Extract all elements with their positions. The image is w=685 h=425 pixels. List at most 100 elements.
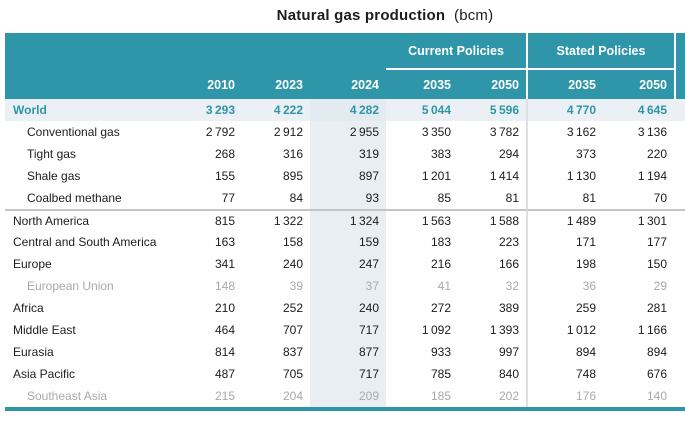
value-cell: 319 [310, 143, 386, 165]
year-header-sp-2050: 2050 [603, 70, 674, 99]
table-body: World 3 293 4 222 4 282 5 044 5 596 4 770 4 645… [5, 99, 685, 407]
value-cell: 785 [386, 363, 458, 385]
table-row: Shale gas 155 895 897 1 201 1 414 1 130 1 194 [5, 165, 685, 187]
year-header-2024: 2024 [310, 70, 386, 99]
row-edge-spacer [674, 275, 685, 297]
value-cell: 77 [190, 187, 242, 209]
row-label: European Union [5, 275, 190, 297]
row-label: Tight gas [5, 143, 190, 165]
table-row: European Union 148 39 37 41 32 36 29 [5, 275, 685, 297]
row-edge-spacer [674, 187, 685, 209]
row-label: Conventional gas [5, 121, 190, 143]
value-cell: 894 [603, 341, 674, 363]
value-cell: 717 [310, 363, 386, 385]
title-unit-text: (bcm) [454, 7, 494, 24]
value-cell: 240 [310, 297, 386, 319]
value-cell: 166 [458, 253, 526, 275]
year-header-cp-2035: 2035 [386, 70, 458, 99]
value-cell: 155 [190, 165, 242, 187]
table-row: Tight gas 268 316 319 383 294 373 220 [5, 143, 685, 165]
value-cell: 895 [242, 165, 310, 187]
row-label: Asia Pacific [5, 363, 190, 385]
value-cell: 1 324 [310, 209, 386, 231]
row-label: Middle East [5, 319, 190, 341]
value-cell: 464 [190, 319, 242, 341]
table-header: Current Policies Stated Policies 2010 20… [5, 33, 685, 99]
value-cell: 36 [526, 275, 603, 297]
value-cell: 171 [526, 231, 603, 253]
header-row-label-spacer [5, 70, 190, 99]
value-cell: 209 [310, 385, 386, 407]
value-cell: 163 [190, 231, 242, 253]
value-cell: 81 [526, 187, 603, 209]
value-cell: 81 [458, 187, 526, 209]
row-edge-spacer [674, 297, 685, 319]
row-edge-spacer [674, 165, 685, 187]
year-header-2023: 2023 [242, 70, 310, 99]
header-edge-spacer [674, 33, 685, 70]
value-cell: 894 [526, 341, 603, 363]
table-row: Conventional gas 2 792 2 912 2 955 3 350 3 78… [5, 121, 685, 143]
value-cell: 240 [242, 253, 310, 275]
value-cell: 1 301 [603, 209, 674, 231]
value-cell: 159 [310, 231, 386, 253]
row-label: Shale gas [5, 165, 190, 187]
value-cell: 85 [386, 187, 458, 209]
value-cell: 840 [458, 363, 526, 385]
year-header-edge-spacer [674, 70, 685, 99]
value-cell: 997 [458, 341, 526, 363]
row-label: Europe [5, 253, 190, 275]
value-cell: 4 282 [310, 99, 386, 121]
value-cell: 5 596 [458, 99, 526, 121]
value-cell: 3 350 [386, 121, 458, 143]
value-cell: 1 489 [526, 209, 603, 231]
value-cell: 5 044 [386, 99, 458, 121]
table-row: Central and South America 163 158 159 183 223… [5, 231, 685, 253]
value-cell: 29 [603, 275, 674, 297]
table-bottom-border [5, 407, 685, 411]
value-cell: 1 393 [458, 319, 526, 341]
row-label: North America [5, 209, 190, 231]
scenario-group-row: Current Policies Stated Policies [5, 33, 685, 70]
header-spacer [5, 33, 386, 70]
value-cell: 814 [190, 341, 242, 363]
value-cell: 210 [190, 297, 242, 319]
value-cell: 198 [526, 253, 603, 275]
table-row: Eurasia 814 837 877 933 997 894 894 [5, 341, 685, 363]
year-header-row: 2010 2023 2024 2035 2050 2035 2050 [5, 70, 685, 99]
value-cell: 707 [242, 319, 310, 341]
group-header-stated-policies: Stated Policies [526, 33, 674, 70]
value-cell: 3 136 [603, 121, 674, 143]
value-cell: 1 563 [386, 209, 458, 231]
year-header-2010: 2010 [190, 70, 242, 99]
value-cell: 4 770 [526, 99, 603, 121]
value-cell: 3 782 [458, 121, 526, 143]
value-cell: 897 [310, 165, 386, 187]
table-row: Middle East 464 707 717 1 092 1 393 1 012 1 166 [5, 319, 685, 341]
value-cell: 1 012 [526, 319, 603, 341]
value-cell: 252 [242, 297, 310, 319]
row-label: Eurasia [5, 341, 190, 363]
value-cell: 183 [386, 231, 458, 253]
row-edge-spacer [674, 99, 685, 121]
value-cell: 815 [190, 209, 242, 231]
value-cell: 41 [386, 275, 458, 297]
row-label: Coalbed methane [5, 187, 190, 209]
title-text: Natural gas production [276, 7, 446, 24]
row-edge-spacer [674, 385, 685, 407]
value-cell: 140 [603, 385, 674, 407]
value-cell: 202 [458, 385, 526, 407]
value-cell: 837 [242, 341, 310, 363]
value-cell: 4 645 [603, 99, 674, 121]
value-cell: 2 912 [242, 121, 310, 143]
value-cell: 1 194 [603, 165, 674, 187]
value-cell: 705 [242, 363, 310, 385]
value-cell: 37 [310, 275, 386, 297]
table-row: Europe 341 240 247 216 166 198 150 [5, 253, 685, 275]
table-row: Asia Pacific 487 705 717 785 840 748 676 [5, 363, 685, 385]
row-label: Central and South America [5, 231, 190, 253]
gas-production-table: Current Policies Stated Policies 2010 20… [5, 33, 685, 407]
value-cell: 268 [190, 143, 242, 165]
row-label: Southeast Asia [5, 385, 190, 407]
value-cell: 148 [190, 275, 242, 297]
